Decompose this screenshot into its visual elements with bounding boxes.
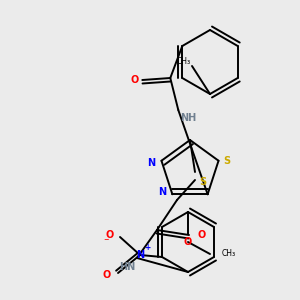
Text: ⁻: ⁻ (103, 237, 109, 247)
Text: NH: NH (180, 113, 196, 123)
Text: +: + (144, 242, 150, 251)
Text: S: S (199, 177, 206, 187)
Text: CH₃: CH₃ (222, 250, 236, 259)
Text: O: O (103, 270, 111, 280)
Text: N: N (136, 250, 144, 260)
Text: HN: HN (119, 262, 135, 272)
Text: O: O (130, 75, 138, 85)
Text: O: O (184, 237, 192, 247)
Text: N: N (158, 187, 166, 197)
Text: CH₃: CH₃ (177, 56, 191, 65)
Text: O: O (197, 230, 205, 240)
Text: S: S (224, 156, 231, 166)
Text: O: O (106, 230, 114, 240)
Text: N: N (147, 158, 155, 168)
